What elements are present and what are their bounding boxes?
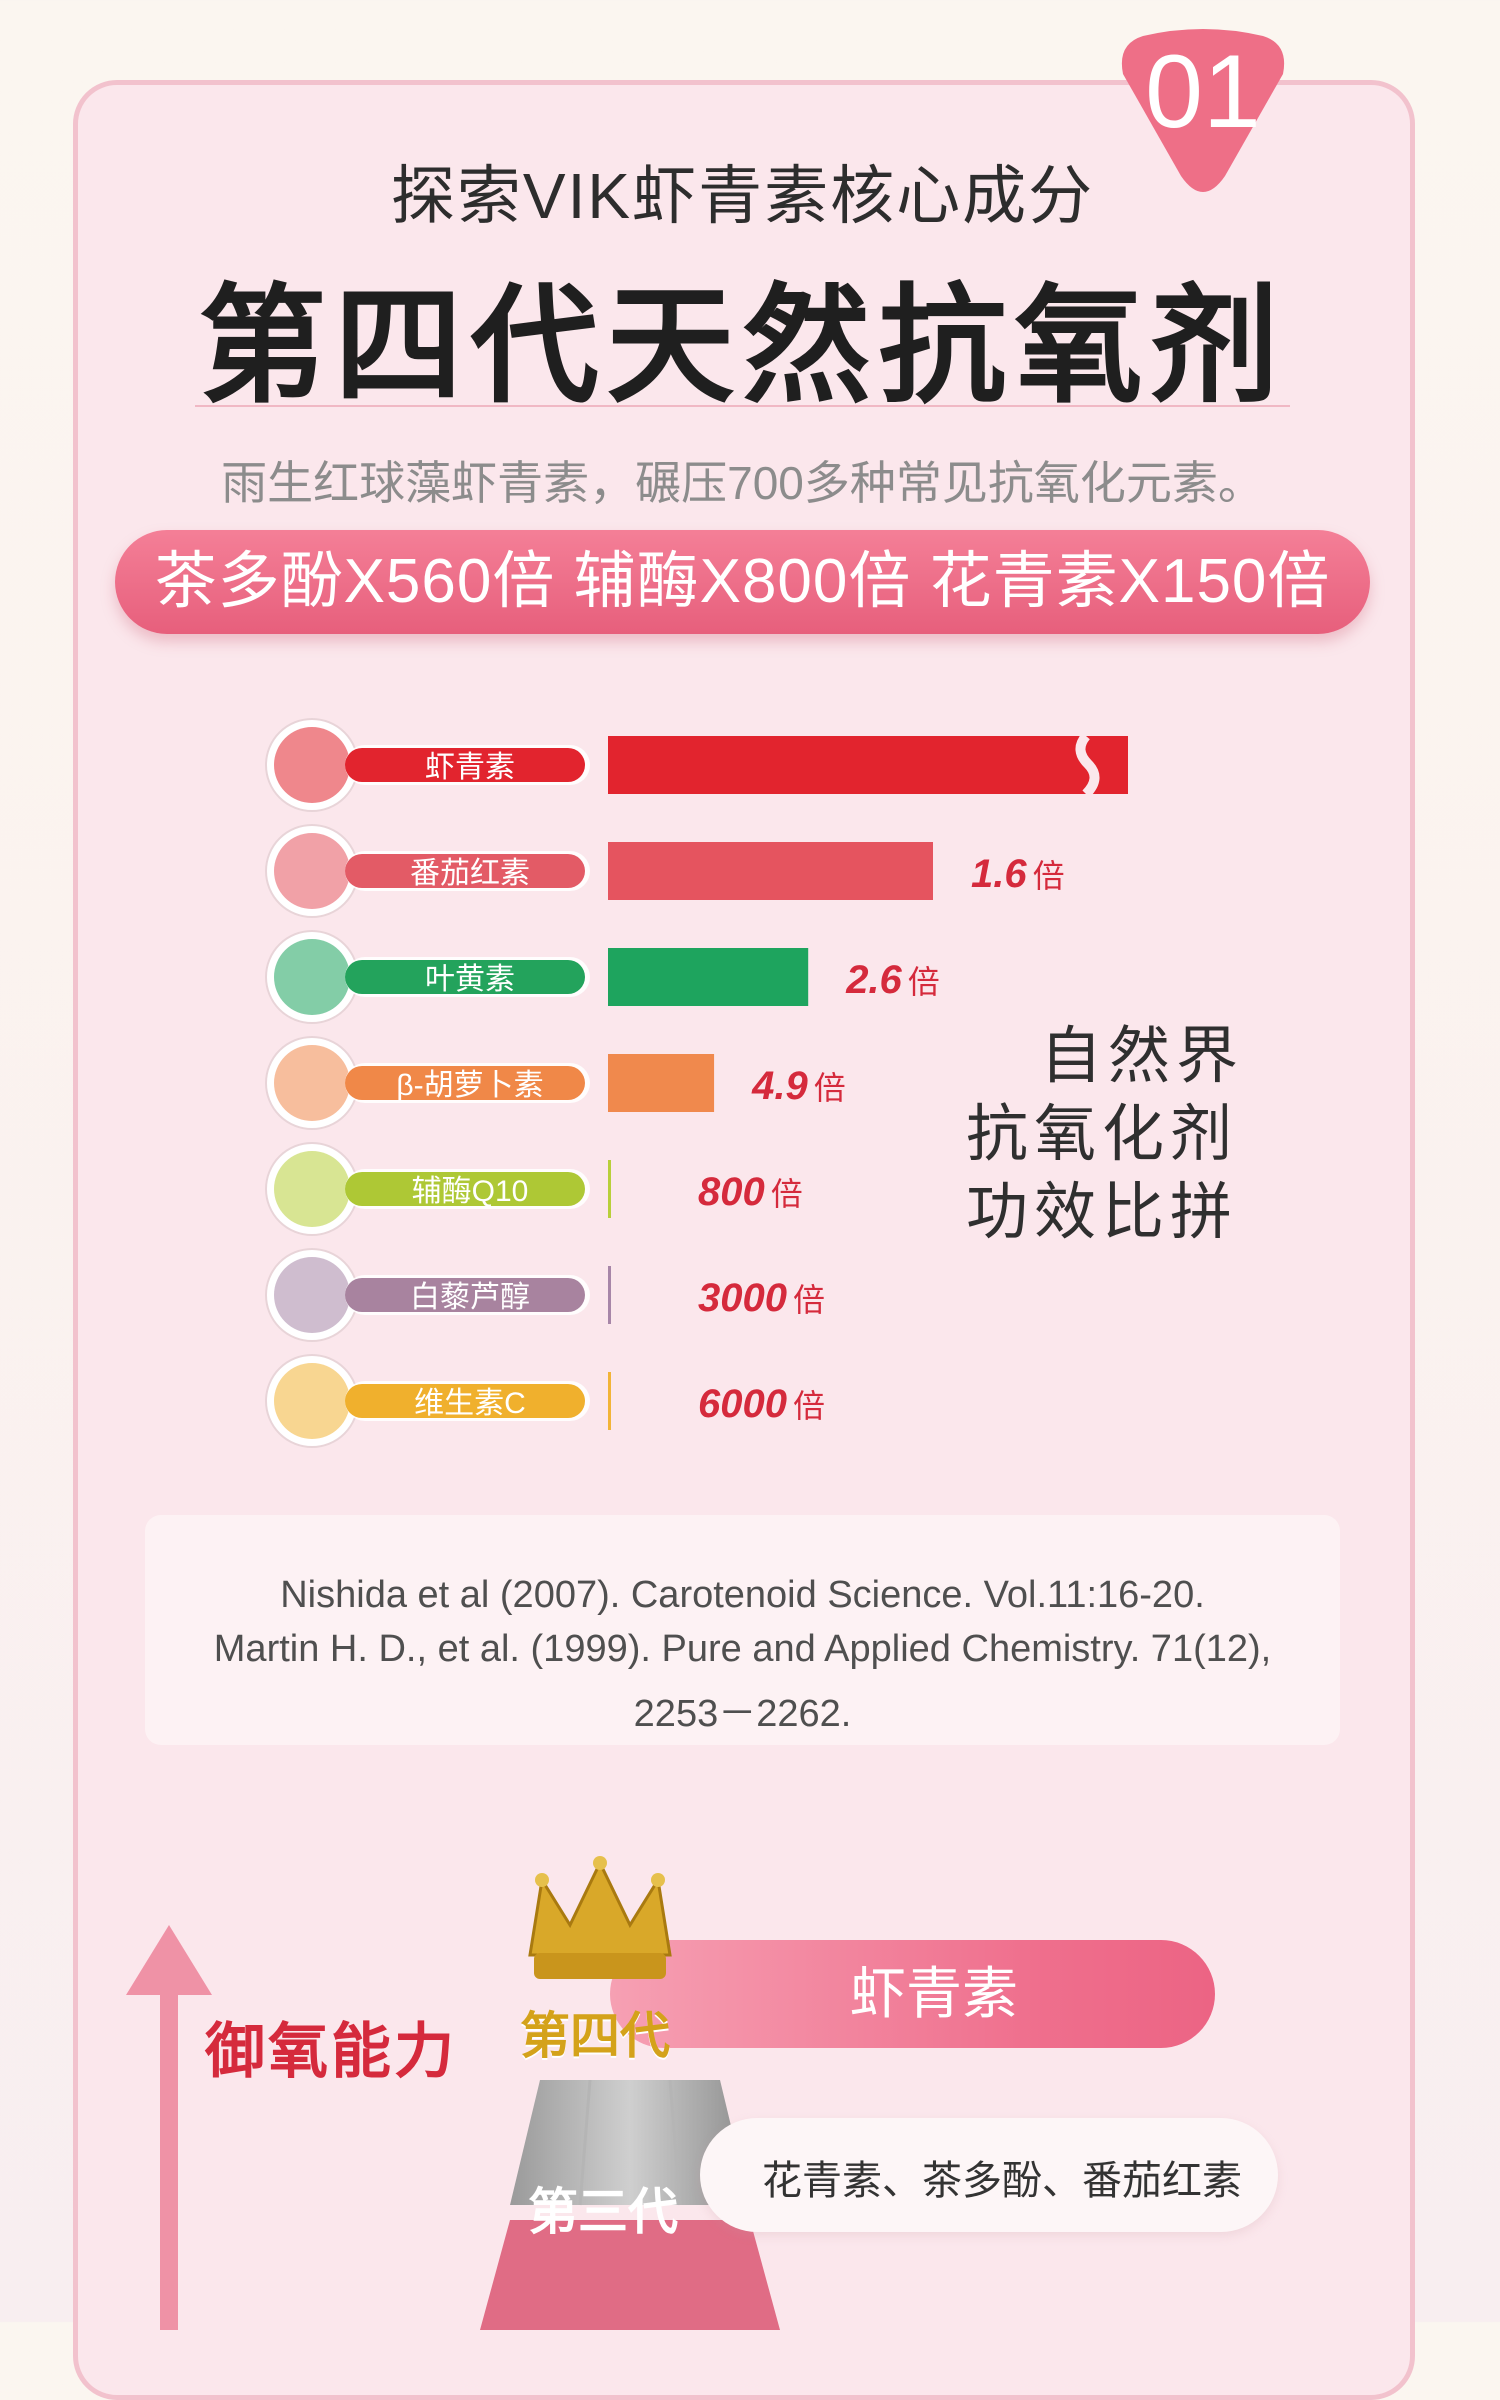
gen4-label: 第四代	[520, 2008, 670, 2064]
axis-break-mark	[1075, 732, 1100, 798]
arrow-up-icon	[126, 1925, 212, 1995]
gen3-value: 花青素、茶多酚、番茄红素	[762, 2159, 1242, 2203]
side-note-line-3: 功效比拼	[966, 1178, 1239, 1247]
side-note-line-1: 自然界	[1040, 1022, 1245, 1091]
category-pill-4	[345, 1172, 585, 1206]
category-pill-1	[345, 854, 585, 888]
bar-1	[608, 842, 933, 900]
pyramid-illustration	[480, 2080, 780, 2330]
badge-number: 01	[1145, 34, 1261, 150]
description: 雨生红球藻虾青素，碾压700多种常见抗氧化元素。	[221, 457, 1264, 509]
bar-3	[608, 1054, 715, 1112]
food-thumbnail-fill-4	[274, 1151, 350, 1227]
value-label-6: 6000	[698, 1382, 787, 1426]
value-label-3: 4.9	[751, 1064, 808, 1108]
category-label-1: 番茄红素	[410, 857, 530, 890]
reference-line-1: Nishida et al (2007). Carotenoid Science…	[280, 1574, 1205, 1616]
food-thumbnail-fill-1	[274, 833, 350, 909]
divider	[195, 405, 1290, 407]
category-label-5: 白藜芦醇	[410, 1281, 530, 1314]
category-pill-3	[345, 1066, 585, 1100]
reference-line-2: Martin H. D., et al. (1999). Pure and Ap…	[213, 1628, 1272, 1670]
category-label-2: 叶黄素	[425, 963, 515, 996]
value-label-2: 2.6	[845, 958, 902, 1002]
food-thumbnail-fill-3	[274, 1045, 350, 1121]
value-label-4: 800	[698, 1170, 765, 1214]
value-label-5: 3000	[698, 1276, 787, 1320]
category-pill-6	[345, 1384, 585, 1418]
value-label-1: 1.6	[971, 852, 1027, 896]
category-label-0: 虾青素	[425, 751, 515, 784]
category-label-3: β-胡萝卜素	[396, 1069, 543, 1102]
bar-5	[608, 1266, 611, 1324]
value-unit-3: 倍	[814, 1070, 846, 1106]
bar-0	[608, 736, 1128, 794]
value-unit-5: 倍	[793, 1282, 825, 1318]
food-thumbnail-fill-2	[274, 939, 350, 1015]
highlight-pill: 茶多酚X560倍 辅酶X800倍 花青素X150倍	[115, 530, 1370, 634]
side-note-line-2: 抗氧化剂	[966, 1100, 1239, 1169]
category-pill-5	[345, 1278, 585, 1312]
page-title: 第四代天然抗氧剂	[198, 275, 1287, 418]
arrow-shaft	[160, 1990, 178, 2330]
gen3-pill	[700, 2118, 1278, 2232]
badge-shape	[1121, 29, 1285, 192]
value-unit-6: 倍	[793, 1388, 825, 1424]
reference-line-3: 2253－2262.	[633, 1693, 852, 1735]
category-label-6: 维生素C	[414, 1387, 526, 1420]
gen4-value: 虾青素	[850, 1962, 1018, 2025]
food-thumbnail-fill-5	[274, 1257, 350, 1333]
food-thumbnail-fill-0	[274, 727, 350, 803]
bar-2	[608, 948, 809, 1006]
value-unit-4: 倍	[771, 1176, 803, 1212]
food-thumbnail-fill-6	[274, 1363, 350, 1439]
value-unit-2: 倍	[908, 964, 940, 1000]
bar-4	[608, 1160, 611, 1218]
category-pill-2	[345, 960, 585, 994]
bar-6	[608, 1372, 611, 1430]
category-label-4: 辅酶Q10	[412, 1175, 529, 1208]
gen3-label: 第三代	[528, 2184, 678, 2240]
gen4-pill: 虾青素	[610, 1940, 1215, 2048]
crown-icon	[528, 1856, 672, 1979]
subtitle: 探索VIK虾青素核心成分	[390, 160, 1095, 232]
axis-label-ability: 御氧能力	[205, 2018, 457, 2085]
value-unit-1: 倍	[1033, 858, 1065, 894]
reference-box	[145, 1515, 1340, 1745]
category-pill-0	[345, 748, 585, 782]
